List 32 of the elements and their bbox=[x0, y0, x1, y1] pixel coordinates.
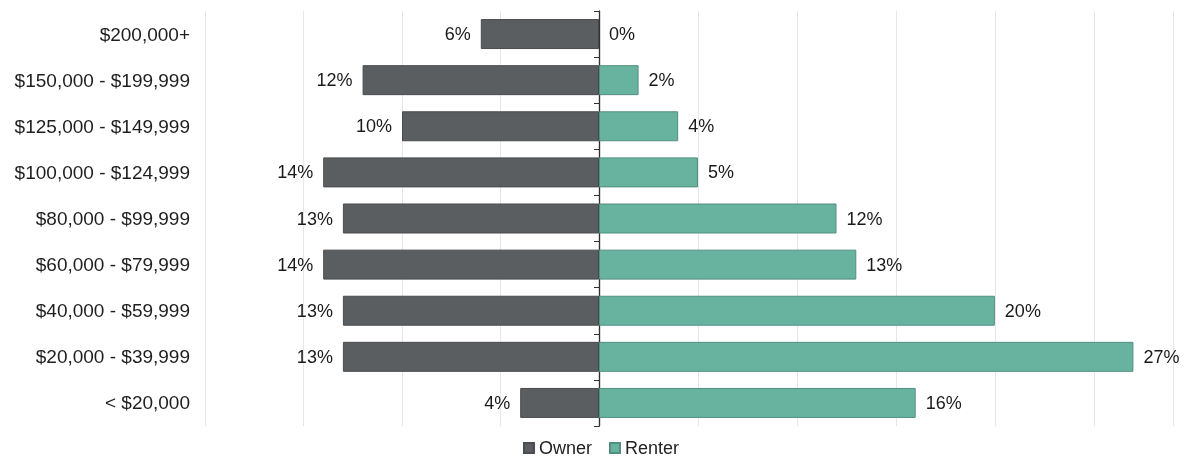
y-tick-label: $20,000 - $39,999 bbox=[35, 346, 190, 368]
data-label: 13% bbox=[296, 208, 333, 229]
data-label: 13% bbox=[866, 254, 903, 275]
data-label: 14% bbox=[277, 162, 314, 183]
legend-label: Renter bbox=[625, 438, 680, 458]
bar bbox=[520, 387, 599, 418]
data-label: 14% bbox=[277, 254, 314, 275]
data-label: 10% bbox=[355, 116, 392, 137]
data-label: 13% bbox=[296, 346, 333, 367]
data-label: 12% bbox=[846, 208, 883, 229]
y-tick-label: $40,000 - $59,999 bbox=[35, 300, 190, 322]
y-tick-label: $200,000+ bbox=[99, 23, 190, 45]
y-tick-label: $125,000 - $149,999 bbox=[14, 115, 190, 137]
data-label: 12% bbox=[316, 70, 353, 91]
y-tick-label: $80,000 - $99,999 bbox=[35, 208, 190, 229]
data-label: 2% bbox=[648, 70, 675, 91]
data-label: 5% bbox=[707, 162, 734, 183]
data-label: 4% bbox=[688, 116, 715, 137]
data-label: 4% bbox=[484, 392, 511, 413]
bar bbox=[480, 19, 599, 50]
bar bbox=[599, 65, 639, 96]
data-label: 16% bbox=[925, 392, 962, 413]
data-label: 0% bbox=[609, 24, 636, 45]
legend-label: Owner bbox=[538, 438, 593, 458]
data-label: 13% bbox=[296, 300, 333, 321]
y-tick-label: $60,000 - $79,999 bbox=[35, 254, 190, 276]
y-tick-label: $100,000 - $124,999 bbox=[14, 161, 190, 183]
y-tick-label: < $20,000 bbox=[104, 392, 190, 414]
y-tick-label: $150,000 - $199,999 bbox=[14, 69, 190, 91]
data-label: 27% bbox=[1143, 346, 1180, 367]
data-label: 20% bbox=[1004, 300, 1041, 321]
data-label: 6% bbox=[444, 24, 471, 45]
